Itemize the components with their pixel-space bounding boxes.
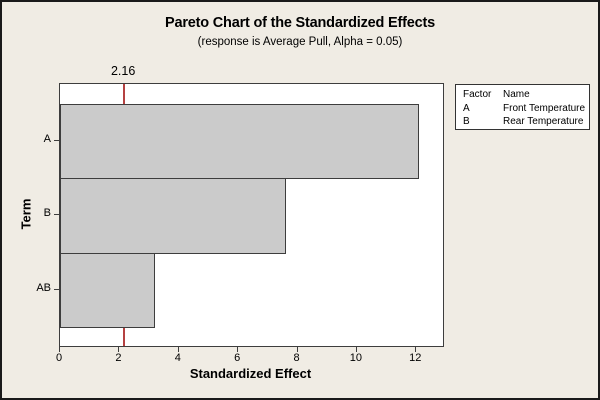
x-tick-label: 2 [115,352,122,364]
y-tick-mark [54,288,59,290]
x-tick-label: 4 [174,352,181,364]
x-tick-label: 0 [55,352,63,364]
x-tick-mark [118,347,120,352]
legend-header-row: Factor Name [463,88,589,102]
x-tick-label: 12 [409,352,422,364]
legend-factor: B [463,116,470,127]
legend-header-factor: Factor [463,89,492,100]
y-tick-label-AB: AB [36,281,51,294]
y-tick-mark [54,214,59,216]
x-tick-label: 8 [293,352,300,364]
bar-A [60,104,420,180]
legend-name: Rear Temperature [503,116,584,127]
y-tick-mark [54,140,59,142]
x-tick-mark [237,347,239,352]
y-tick-label-B: B [43,207,51,220]
legend-box: Factor Name A Front Temperature B Rear Tempe… [455,84,590,130]
x-axis-title: Standardized Effect [189,366,312,381]
plot-area [59,83,444,347]
x-tick-mark [415,347,417,352]
x-tick-label: 10 [349,352,363,364]
chart-title: Pareto Chart of the Standardized Effects [165,15,435,31]
legend-name: Front Temperature [503,102,586,114]
x-tick-label: 6 [234,352,241,364]
x-tick-mark [296,347,298,352]
x-tick-mark [177,347,179,352]
x-tick-mark [59,347,60,352]
legend-factor: A [463,102,470,114]
bar-AB [60,252,155,328]
reference-line-label: 2.16 [110,64,136,78]
legend-row: B Rear Temperature [463,115,589,129]
legend-header-name: Name [503,89,530,100]
bar-B [60,178,286,254]
chart-subtitle: (response is Average Pull, Alpha = 0.05) [197,36,403,48]
legend-row: A Front Temperature [463,102,589,116]
y-tick-label-A: A [43,133,51,146]
x-tick-mark [355,347,357,352]
